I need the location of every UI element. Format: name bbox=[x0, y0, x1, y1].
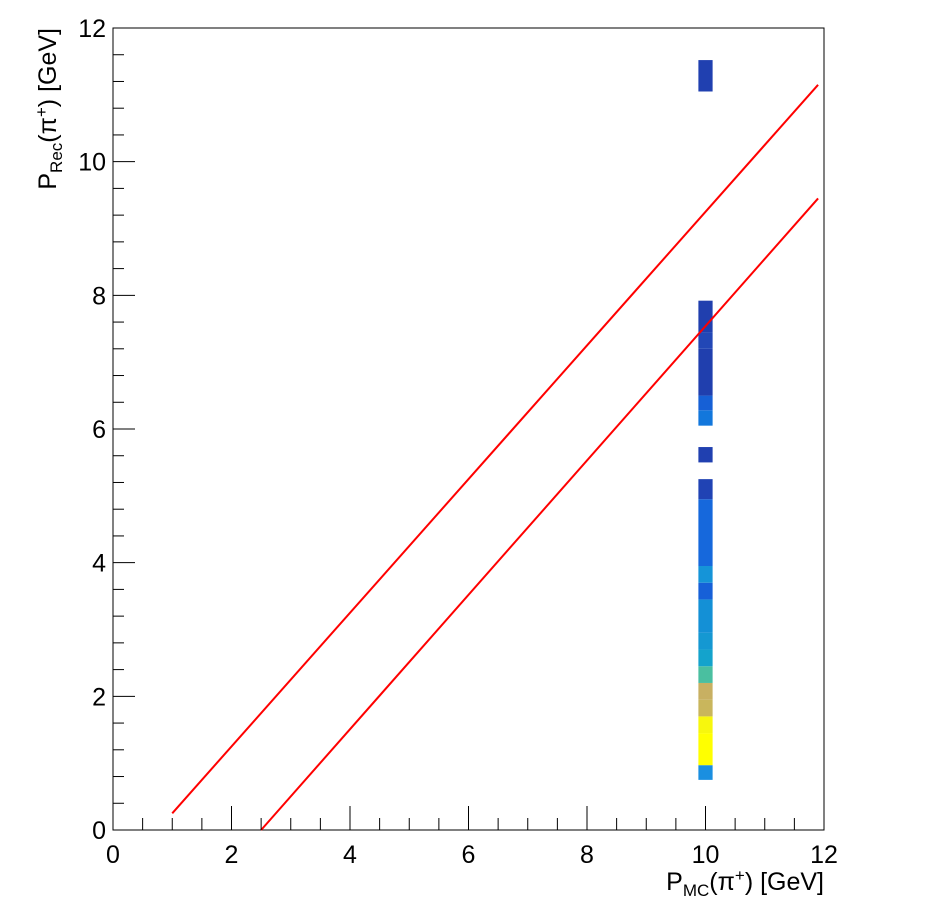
histogram-bin bbox=[698, 447, 713, 463]
y-axis-title: PRec(π+) [GeV] bbox=[32, 28, 66, 190]
histogram-bin bbox=[698, 699, 713, 717]
lines-layer bbox=[171, 84, 819, 831]
histogram-bin bbox=[698, 765, 713, 780]
histogram-bin bbox=[698, 499, 713, 567]
histogram-bin bbox=[698, 479, 713, 500]
histogram-bin bbox=[698, 716, 713, 734]
red-line-2 bbox=[260, 197, 819, 831]
histogram-bin bbox=[698, 566, 713, 583]
x-tick-label: 2 bbox=[225, 841, 239, 869]
histogram-bin bbox=[698, 632, 713, 650]
y-tick-label: 10 bbox=[78, 149, 106, 177]
y-tick-label: 2 bbox=[92, 683, 106, 711]
x-tick-label: 0 bbox=[106, 841, 120, 869]
histogram-bin bbox=[698, 649, 713, 667]
x-tick-label: 12 bbox=[810, 841, 838, 869]
histogram-bin bbox=[698, 410, 713, 426]
histogram-bin bbox=[698, 300, 713, 333]
x-tick-label: 8 bbox=[580, 841, 594, 869]
histogram-bin bbox=[698, 582, 713, 600]
histogram-bin bbox=[698, 599, 713, 633]
x-axis-ticks: 0 2 4 6 8 10 12 bbox=[106, 806, 838, 869]
y-tick-label: 0 bbox=[92, 817, 106, 845]
x-tick-label: 6 bbox=[462, 841, 476, 869]
histogram-bin bbox=[698, 395, 713, 411]
x-axis-title: PMC(π+) [GeV] bbox=[666, 866, 824, 900]
y-tick-label: 12 bbox=[78, 15, 106, 43]
histogram-bin bbox=[698, 348, 713, 396]
y-tick-label: 8 bbox=[92, 282, 106, 310]
histogram-bin bbox=[698, 682, 713, 700]
y-tick-label: 4 bbox=[92, 550, 106, 578]
plot-frame bbox=[112, 27, 825, 831]
y-axis-ticks: 0 2 4 6 8 10 12 bbox=[78, 15, 135, 845]
red-line-1 bbox=[171, 84, 819, 814]
bins-layer bbox=[698, 60, 713, 780]
histogram-bin bbox=[698, 332, 713, 349]
y-tick-label: 6 bbox=[92, 416, 106, 444]
histogram-bin bbox=[698, 666, 713, 683]
x-tick-label: 10 bbox=[692, 841, 720, 869]
x-tick-label: 4 bbox=[343, 841, 357, 869]
histogram-bin bbox=[698, 733, 713, 766]
histogram-bin bbox=[698, 60, 713, 92]
